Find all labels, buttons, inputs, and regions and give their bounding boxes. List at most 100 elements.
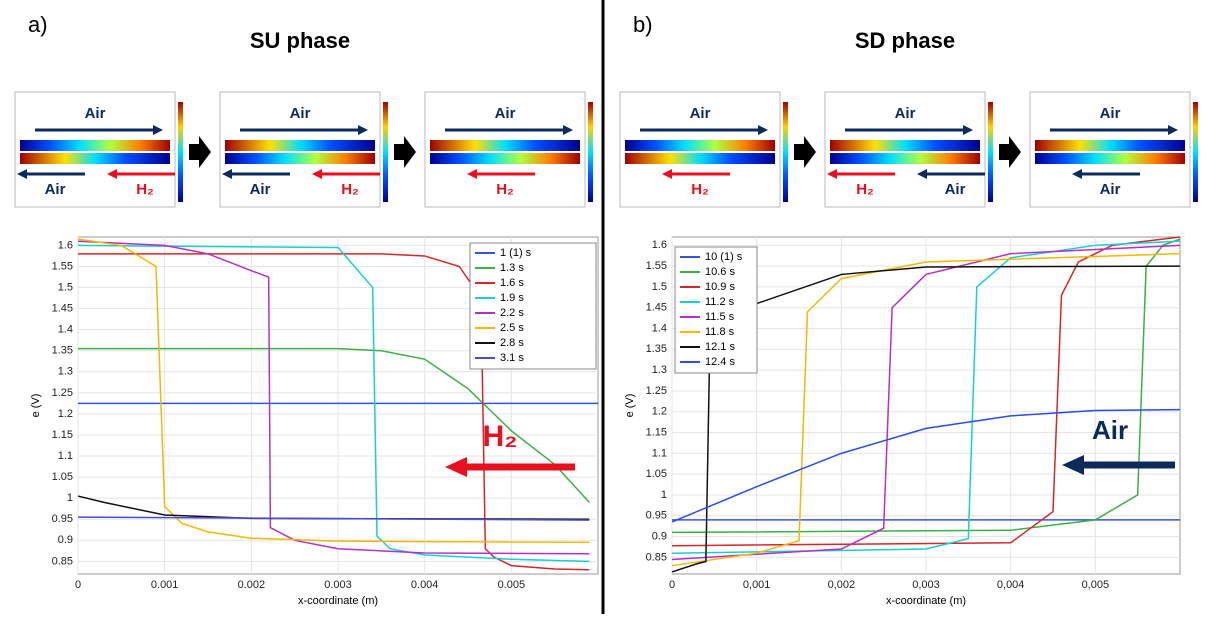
y-tick-label: 1.1 xyxy=(652,447,667,459)
step-arrow xyxy=(189,136,211,168)
y-tick-label: 0.95 xyxy=(52,513,73,525)
y-tick-label: 0.9 xyxy=(58,534,73,546)
legend-label: 1.3 s xyxy=(500,262,524,274)
inset-arrow-head xyxy=(1072,169,1082,179)
x-tick-label: 0.002 xyxy=(238,579,266,591)
inset-top-label: Air xyxy=(895,105,916,122)
panel-label: a) xyxy=(28,12,48,37)
inset-band xyxy=(625,140,775,151)
inset-arrow-head xyxy=(312,169,322,179)
inset-arrow-head xyxy=(1168,125,1178,135)
series-line xyxy=(671,252,1181,567)
y-axis-label: e (V) xyxy=(30,394,42,418)
y-tick-label: 1.3 xyxy=(58,366,73,378)
legend-label: 11.8 s xyxy=(705,326,735,338)
y-tick-label: 1.4 xyxy=(652,322,667,334)
inset-bottom-label: Air xyxy=(1100,181,1121,198)
y-tick-label: 1 xyxy=(661,489,667,501)
annotation-arrow-head xyxy=(445,457,467,477)
inset-arrow-head xyxy=(358,125,368,135)
legend-label: 12.1 s xyxy=(705,341,735,353)
x-tick-label: 0.005 xyxy=(498,579,526,591)
y-tick-label: 1.5 xyxy=(58,281,73,293)
panel-label: b) xyxy=(633,12,653,37)
y-tick-label: 1.1 xyxy=(58,450,73,462)
inset-band xyxy=(1035,140,1185,151)
series-line xyxy=(671,238,1181,534)
inset-bottom-label: H₂ xyxy=(136,181,154,198)
y-axis-label: e (V) xyxy=(624,394,636,418)
inset-bottom-label: H₂ xyxy=(856,181,874,198)
inset-colorbar xyxy=(178,102,183,202)
y-tick-label: 1.05 xyxy=(646,468,667,480)
x-tick-label: 0 xyxy=(669,579,675,591)
y-tick-label: 1.6 xyxy=(652,239,667,251)
inset-band xyxy=(225,153,375,164)
inset-band xyxy=(830,140,980,151)
y-tick-label: 1.55 xyxy=(52,260,73,272)
inset-arrow-head xyxy=(963,125,973,135)
legend-box xyxy=(674,246,758,374)
y-tick-label: 1.15 xyxy=(52,429,73,441)
y-tick-label: 1.35 xyxy=(646,343,667,355)
inset-top-label: Air xyxy=(85,105,106,122)
legend-label: 10.6 s xyxy=(705,266,735,278)
series-line xyxy=(78,347,590,503)
annotation-arrow-head xyxy=(1062,455,1084,475)
chart-title: SD phase xyxy=(855,28,955,53)
series-line xyxy=(77,238,590,544)
inset-arrow-head xyxy=(758,125,768,135)
y-tick-label: 1.5 xyxy=(652,281,667,293)
x-axis-label: x-coordinate (m) xyxy=(886,595,966,607)
legend-label: 1.6 s xyxy=(500,277,524,289)
x-axis-label: x-coordinate (m) xyxy=(298,595,378,607)
inset-bottom-label: Air xyxy=(250,181,271,198)
inset-bottom-label: H₂ xyxy=(341,181,359,198)
y-tick-label: 1.15 xyxy=(646,426,667,438)
chart-title: SU phase xyxy=(250,28,350,53)
inset-band xyxy=(430,153,580,164)
x-tick-label: 0 xyxy=(75,579,81,591)
legend-label: 1.9 s xyxy=(500,292,524,304)
step-arrow xyxy=(794,136,816,168)
y-tick-label: 1.45 xyxy=(646,302,667,314)
series-line xyxy=(77,244,590,563)
y-tick-label: 1.45 xyxy=(52,303,73,315)
x-tick-label: 0,003 xyxy=(912,579,940,591)
inset-bottom-label: H₂ xyxy=(496,181,514,198)
y-tick-label: 0.85 xyxy=(646,551,667,563)
series-line xyxy=(671,240,1181,554)
y-tick-label: 0.9 xyxy=(652,530,667,542)
legend-label: 3.1 s xyxy=(500,352,524,364)
series-line xyxy=(671,236,1181,547)
x-tick-label: 0,005 xyxy=(1082,579,1110,591)
inset-arrow-head xyxy=(222,169,232,179)
y-tick-label: 0.85 xyxy=(52,555,73,567)
series-line xyxy=(671,408,1181,523)
inset-top-label: Air xyxy=(290,105,311,122)
inset-arrow-head xyxy=(467,169,477,179)
y-tick-label: 1.6 xyxy=(58,239,73,251)
x-tick-label: 0.003 xyxy=(324,579,352,591)
inset-colorbar xyxy=(783,102,788,202)
inset-band xyxy=(225,140,375,151)
inset-top-label: Air xyxy=(1100,105,1121,122)
inset-band xyxy=(20,140,170,151)
y-tick-label: 1.2 xyxy=(652,406,667,418)
inset-colorbar xyxy=(383,102,388,202)
y-tick-label: 1.4 xyxy=(58,324,73,336)
inset-band xyxy=(830,153,980,164)
legend-label: 11.5 s xyxy=(705,311,735,323)
inset-bottom-label: Air xyxy=(45,181,66,198)
x-tick-label: 0,002 xyxy=(828,579,856,591)
inset-colorbar xyxy=(588,102,593,202)
inset-top-label: Air xyxy=(495,105,516,122)
annotation: H₂ xyxy=(483,420,518,453)
legend-label: 2.5 s xyxy=(500,322,524,334)
y-tick-label: 1.3 xyxy=(652,364,667,376)
y-tick-label: 1 xyxy=(67,492,73,504)
x-tick-label: 0,004 xyxy=(997,579,1025,591)
y-tick-label: 1.2 xyxy=(58,408,73,420)
y-tick-label: 1.55 xyxy=(646,260,667,272)
